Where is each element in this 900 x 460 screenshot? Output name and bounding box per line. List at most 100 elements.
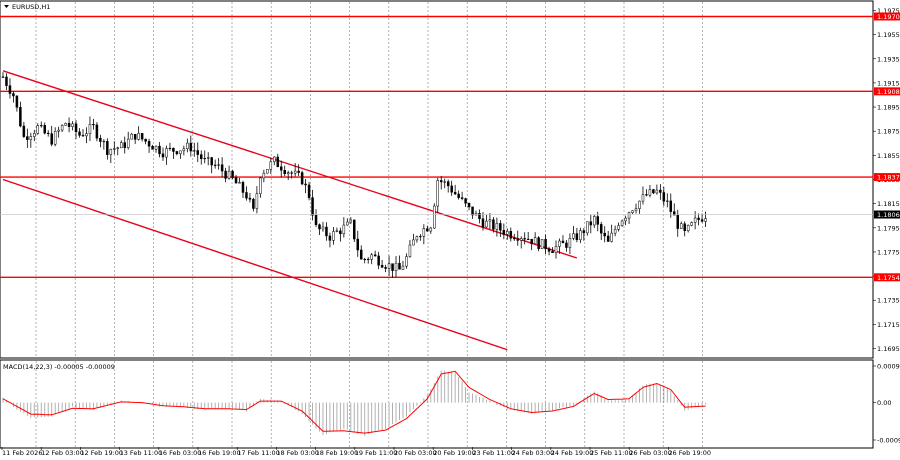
horizontal-levels[interactable] [0, 15, 873, 279]
candle-body [328, 235, 332, 241]
time-label: 20 Feb 19:00 [433, 449, 476, 457]
candle-body [415, 236, 419, 241]
time-label: 20 Feb 03:00 [394, 449, 437, 457]
candle-body [589, 221, 593, 226]
level-price-tag [874, 173, 900, 182]
candle-body [335, 230, 339, 232]
candle-body [273, 156, 276, 163]
candle-body [123, 142, 126, 148]
candle-body [189, 142, 193, 152]
candle-body [300, 172, 304, 185]
candle-body [363, 258, 366, 261]
candle-body [74, 123, 78, 133]
candle-body [700, 219, 704, 222]
candle-body [593, 216, 596, 226]
candle-body [283, 170, 286, 175]
candle-body [245, 192, 248, 199]
candle-body [33, 133, 36, 137]
candle-body [85, 133, 88, 137]
candle-body [276, 156, 280, 168]
candle-body [311, 197, 314, 216]
candle-body [255, 193, 259, 209]
candle-body [617, 225, 620, 230]
candle-body [99, 137, 102, 142]
candle-body [460, 197, 464, 199]
candle-body [645, 194, 648, 196]
candle-body [165, 148, 168, 158]
candle-body [175, 151, 179, 155]
level-price-tag [874, 87, 900, 96]
candle-body [666, 200, 669, 202]
candle-body [533, 237, 537, 245]
candle-body [613, 229, 617, 234]
chevron-down-icon[interactable] [4, 5, 9, 8]
candle-body [579, 230, 582, 241]
candle-body [436, 180, 440, 207]
candle-body [485, 220, 488, 228]
macd-title: MACD(14,22,3) -0.00005 -0.00009 [3, 363, 115, 371]
candle-body [429, 227, 433, 232]
candle-body [206, 157, 210, 159]
candle-body [179, 150, 182, 155]
candle-body [387, 263, 391, 269]
candle-body [140, 133, 144, 140]
candle-body [321, 226, 325, 230]
candle-body [370, 254, 373, 260]
price-tick-label: 1.1935 [877, 55, 900, 63]
time-label: 26 Feb 19:00 [668, 449, 711, 457]
candle-body [659, 189, 662, 193]
candle-body [384, 267, 387, 269]
candle-body [227, 170, 231, 179]
price-tick-label: 1.1955 [877, 31, 900, 39]
regression-channel[interactable] [2, 70, 578, 351]
candle-body [488, 219, 492, 222]
candle-body [29, 136, 33, 140]
candle-body [405, 256, 408, 267]
price-tick-label: 1.1855 [877, 152, 900, 160]
candle-body [359, 249, 363, 260]
time-label: 24 Feb 03:00 [512, 449, 555, 457]
candle-body [349, 219, 353, 223]
macd-panel[interactable]: 0.00096 0.00 -0.00098 MACD(14,22,3) -0.000… [0, 359, 900, 449]
candle-body [408, 244, 412, 257]
candle-body [304, 183, 307, 186]
level-price-tag-label: 1.1970 [877, 13, 900, 21]
candle-body [286, 172, 290, 175]
candle-body [193, 150, 196, 152]
candle-body [109, 149, 113, 155]
candle-body [419, 235, 422, 238]
candle-body [314, 214, 318, 225]
candle-body [446, 181, 450, 187]
candle-body [318, 224, 321, 230]
symbol-title-block: EURUSD,H1 [4, 3, 50, 11]
candle-body [15, 95, 19, 108]
time-label: 19 Feb 11:00 [355, 449, 398, 457]
candle-body [50, 133, 53, 145]
candle-body [391, 263, 394, 271]
candle-body [26, 136, 29, 140]
time-label: 17 Feb 11:00 [237, 449, 280, 457]
candle-body [266, 169, 269, 174]
time-label: 24 Feb 19:00 [551, 449, 594, 457]
candle-body [620, 220, 624, 226]
candle-body [339, 230, 342, 235]
candle-body [704, 218, 707, 222]
time-label: 13 Feb 11:00 [120, 449, 163, 457]
candle-body [433, 205, 436, 229]
candle-body [1, 76, 5, 78]
candle-body [537, 237, 540, 249]
candle-body [234, 177, 238, 184]
candle-body [95, 124, 99, 139]
time-label: 16 Feb 19:00 [198, 449, 241, 457]
candle-body [113, 148, 116, 150]
candle-body [565, 242, 568, 248]
price-panel[interactable]: 1.1975 1.1955 1.1935 1.1915 1.1895 1.1875 1.18… [0, 0, 900, 359]
candle-body [586, 221, 589, 234]
candle-body [575, 233, 579, 241]
candle-body [262, 172, 266, 179]
price-tick-label: 1.1975 [877, 7, 900, 15]
candle-body [551, 251, 554, 254]
